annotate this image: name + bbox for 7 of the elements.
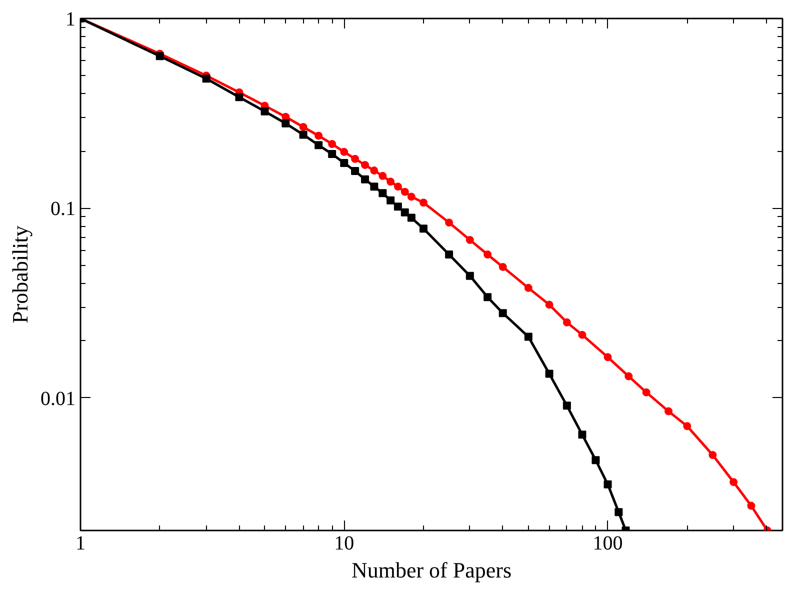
x-tick-label: 10 [334, 532, 354, 554]
y-tick-label: 0.1 [50, 198, 76, 220]
y-tick-label: 0.01 [40, 388, 76, 410]
x-tick-label: 100 [592, 532, 623, 554]
y-axis-title: Probability [8, 226, 32, 324]
x-axis-title: Number of Papers [351, 558, 512, 582]
y-tick-label: 1 [66, 8, 76, 30]
